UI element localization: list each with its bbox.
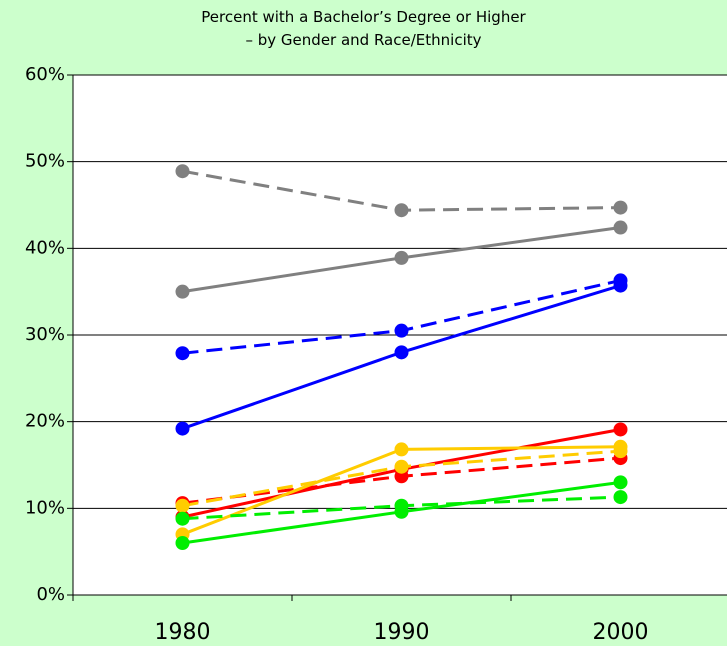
data-point	[175, 284, 190, 299]
y-tick-label: 50%	[25, 151, 65, 172]
data-point	[613, 220, 628, 235]
y-tick-label: 20%	[25, 411, 65, 432]
x-tick-label: 1990	[374, 620, 430, 645]
data-point	[613, 475, 628, 490]
y-tick-label: 30%	[25, 324, 65, 345]
data-point	[394, 323, 409, 338]
y-tick-label: 60%	[25, 64, 65, 85]
data-point	[175, 346, 190, 361]
data-point	[394, 345, 409, 360]
x-tick-label: 2000	[593, 620, 649, 645]
y-tick-label: 0%	[36, 584, 65, 605]
chart-title: Percent with a Bachelor’s Degree or High…	[201, 8, 526, 49]
data-point	[175, 164, 190, 179]
data-point	[613, 200, 628, 215]
data-point	[613, 490, 628, 505]
data-point	[394, 442, 409, 457]
data-point	[175, 511, 190, 526]
y-tick-label: 40%	[25, 237, 65, 258]
data-point	[175, 421, 190, 436]
data-point	[394, 459, 409, 474]
data-point	[613, 278, 628, 293]
data-point	[613, 422, 628, 437]
data-point	[175, 536, 190, 550]
data-point	[394, 203, 409, 218]
data-point	[175, 498, 190, 513]
data-point	[613, 444, 628, 459]
x-tick-label: 1980	[155, 620, 211, 645]
y-tick-label: 10%	[25, 497, 65, 518]
data-point	[394, 250, 409, 265]
data-point	[394, 498, 409, 513]
